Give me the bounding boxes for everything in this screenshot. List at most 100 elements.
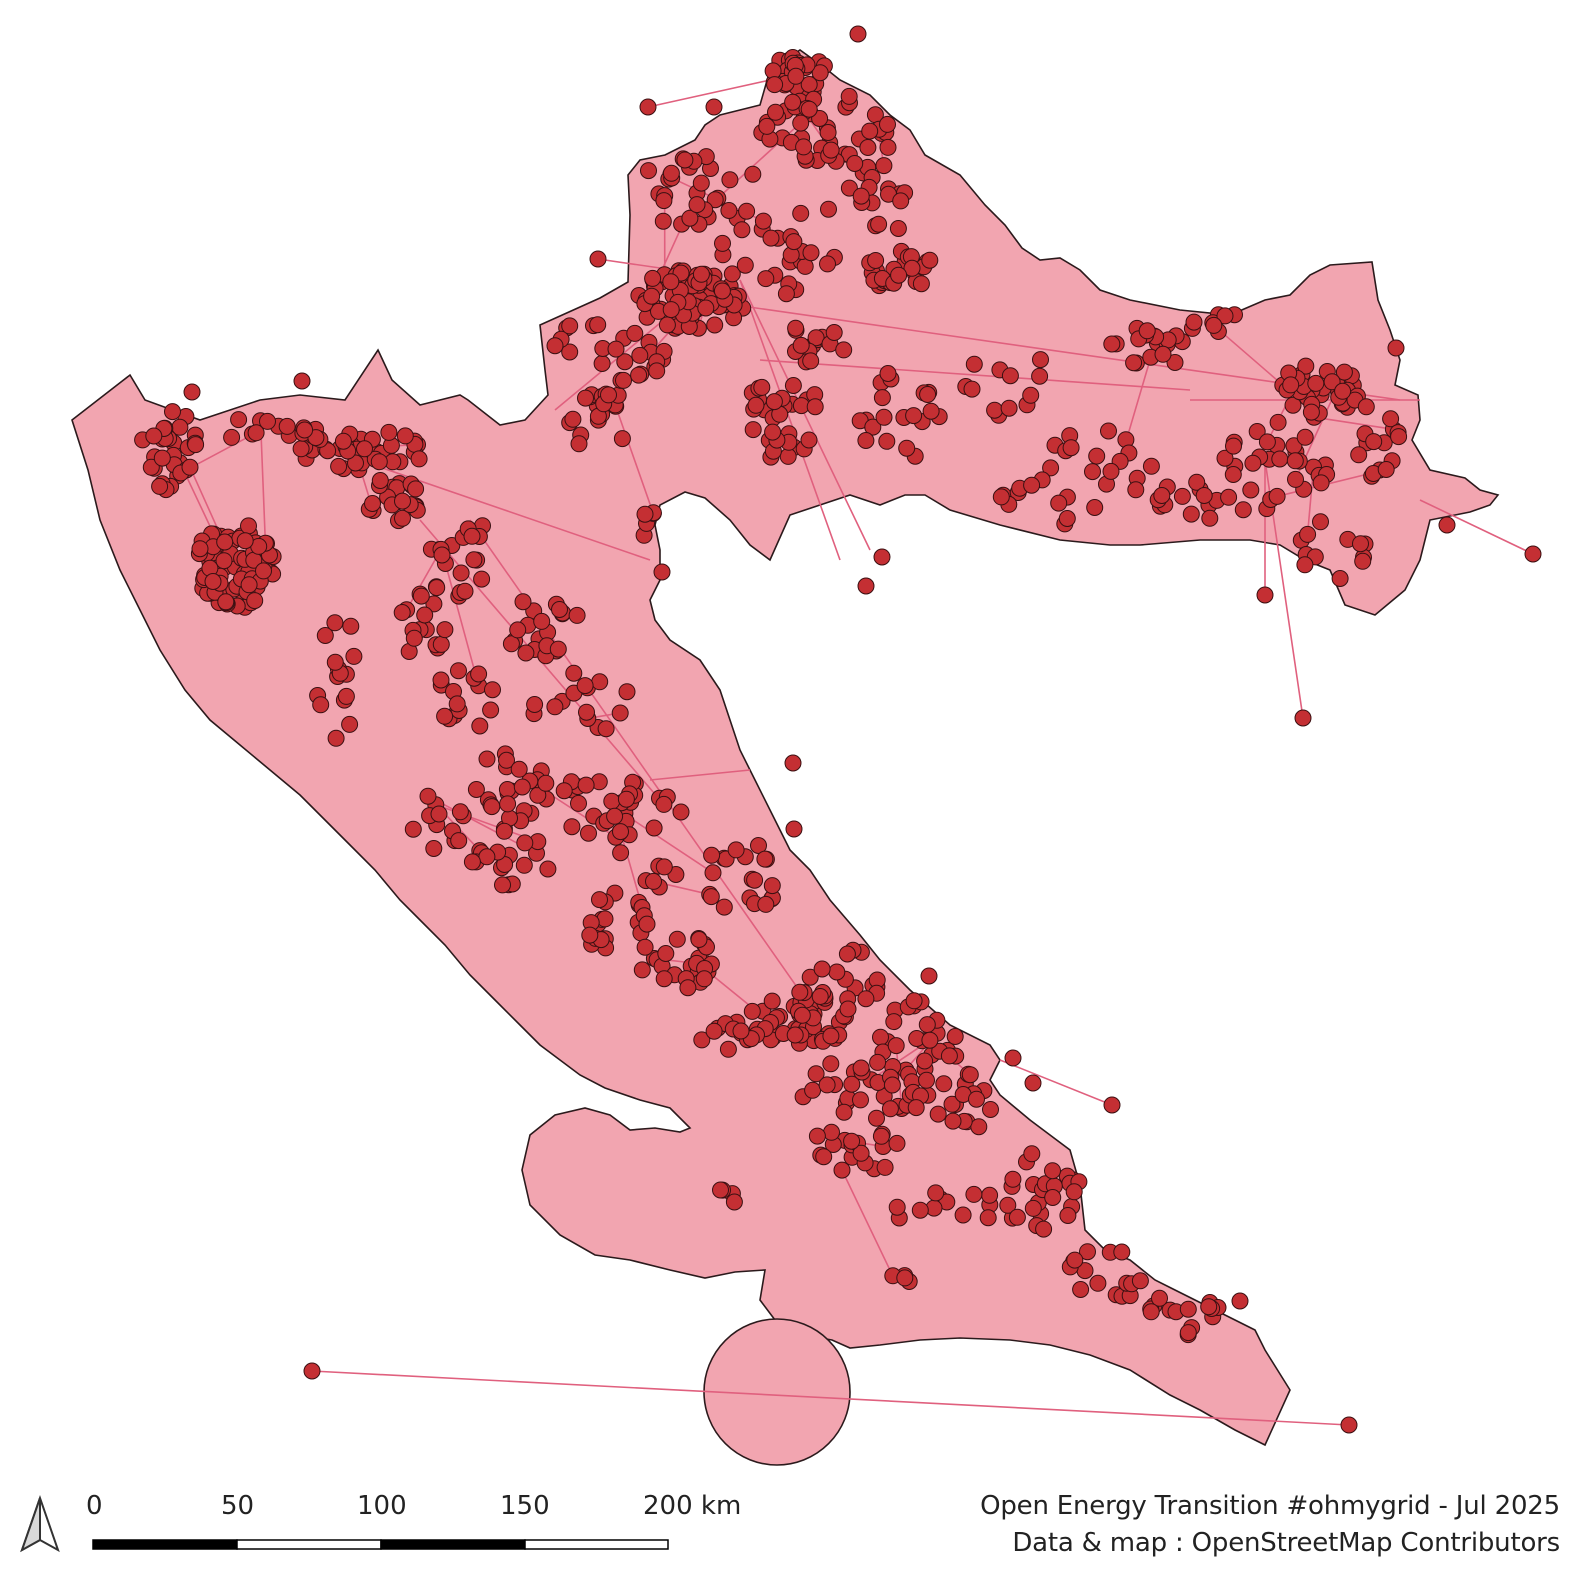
substation-marker (1387, 339, 1405, 357)
substation-marker (433, 546, 451, 564)
transmission-line (759, 359, 1191, 391)
substation-marker (1307, 374, 1325, 392)
substation-marker (451, 803, 469, 821)
substation-marker (944, 1112, 962, 1130)
transmission-line (739, 279, 871, 551)
substation-marker (907, 1099, 925, 1117)
substation-marker (591, 673, 609, 691)
substation-marker (450, 832, 468, 850)
substation-marker (1296, 556, 1314, 574)
substation-marker (515, 856, 533, 874)
substation-marker (982, 1101, 999, 1118)
substation-marker (549, 640, 567, 658)
substation-marker (887, 1037, 905, 1055)
substation-marker (183, 383, 201, 401)
substation-marker (920, 967, 938, 985)
substation-marker (872, 1028, 889, 1046)
substation-marker (657, 945, 675, 962)
substation-marker (412, 587, 430, 605)
substation-marker (864, 418, 882, 436)
substation-marker (1004, 1049, 1022, 1067)
substation-marker (963, 380, 981, 398)
substation-marker (846, 155, 864, 172)
substation-marker (393, 604, 411, 621)
substation-marker (804, 1081, 822, 1099)
substation-marker (495, 822, 513, 840)
substation-marker (1179, 1324, 1197, 1342)
substation-marker (754, 212, 772, 230)
substation-marker (822, 1055, 840, 1073)
substation-marker (191, 540, 209, 558)
substation-marker (470, 665, 488, 683)
substation-marker (633, 961, 651, 979)
substation-marker (857, 990, 875, 1008)
substation-marker (787, 67, 805, 85)
substation-marker (499, 795, 517, 813)
substation-marker (563, 818, 581, 836)
substation-marker (1000, 399, 1018, 417)
substation-marker (940, 1047, 958, 1065)
substation-marker (334, 432, 352, 450)
substation-marker (720, 202, 738, 219)
substation-marker (364, 495, 381, 512)
substation-marker (712, 1181, 729, 1199)
substation-marker (873, 389, 891, 407)
substation-marker (326, 653, 344, 671)
substation-marker (1331, 570, 1349, 587)
substation-marker (890, 266, 908, 284)
substation-marker (1079, 1243, 1096, 1261)
substation-marker (918, 1016, 936, 1034)
substation-marker (1312, 513, 1329, 531)
substation-marker (278, 417, 296, 435)
scale-tick-100: 100 (357, 1491, 407, 1521)
substation-marker (719, 1040, 737, 1058)
substation-marker (919, 386, 937, 403)
substation-marker (767, 103, 784, 121)
substation-marker (835, 1103, 853, 1121)
substation-marker (618, 683, 636, 701)
substation-marker (1268, 487, 1286, 505)
substation-marker (1220, 488, 1238, 506)
substation-marker (802, 244, 820, 262)
substation-marker (965, 355, 983, 373)
substation-marker (631, 346, 649, 364)
substation-marker (654, 212, 672, 230)
substation-marker (581, 926, 599, 944)
substation-marker (394, 492, 411, 510)
substation-marker (345, 647, 363, 665)
substation-marker (1524, 545, 1542, 563)
substation-marker (1297, 357, 1315, 375)
substation-marker (870, 215, 888, 233)
substation-marker (795, 138, 813, 156)
substation-marker (692, 265, 710, 283)
substation-marker (1138, 322, 1156, 340)
substation-marker (230, 411, 248, 429)
substation-marker (636, 938, 654, 956)
substation-marker (819, 124, 837, 141)
substation-marker (702, 888, 720, 906)
substation-marker (370, 453, 388, 471)
substation-marker (1377, 461, 1395, 478)
substation-marker (597, 720, 615, 738)
transmission-line (185, 432, 257, 471)
substation-marker (577, 776, 595, 794)
substation-marker (744, 421, 762, 439)
substation-marker (690, 931, 708, 948)
substation-marker (1284, 396, 1302, 414)
substation-marker (815, 1148, 833, 1166)
substation-marker (292, 440, 310, 458)
scale-bar-segment-2 (236, 1539, 382, 1550)
substation-marker (416, 606, 434, 624)
substation-marker (695, 970, 713, 988)
substation-marker (706, 191, 724, 209)
substation-marker (478, 848, 496, 866)
substation-marker (1335, 363, 1353, 381)
substation-marker (833, 1161, 851, 1179)
substation-marker (1088, 447, 1106, 465)
substation-marker (1299, 525, 1317, 543)
substation-marker (655, 192, 673, 210)
substation-marker (607, 340, 625, 358)
substation-marker (564, 410, 582, 428)
substation-marker (217, 593, 235, 611)
substation-marker (1201, 509, 1219, 527)
